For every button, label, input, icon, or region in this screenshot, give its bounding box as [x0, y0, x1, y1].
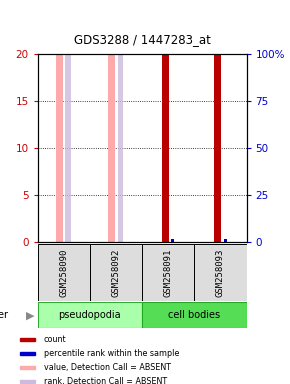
Bar: [38, 302, 142, 328]
Text: GSM258091: GSM258091: [164, 248, 173, 297]
Text: ▶: ▶: [26, 310, 35, 320]
Text: GSM258092: GSM258092: [111, 248, 121, 297]
Bar: [194, 244, 246, 301]
Bar: [108, 54, 115, 242]
Text: cell bodies: cell bodies: [168, 310, 220, 320]
Bar: [214, 54, 222, 242]
Bar: [56, 54, 63, 242]
Bar: [142, 302, 246, 328]
Bar: [20, 338, 35, 341]
Text: GSM258090: GSM258090: [59, 248, 68, 297]
Bar: [20, 366, 35, 369]
Bar: [20, 352, 35, 355]
Text: GDS3288 / 1447283_at: GDS3288 / 1447283_at: [74, 33, 211, 46]
Bar: [117, 54, 123, 242]
Bar: [38, 244, 90, 301]
Text: rank, Detection Call = ABSENT: rank, Detection Call = ABSENT: [44, 377, 167, 384]
Text: other: other: [0, 310, 9, 320]
Text: pseudopodia: pseudopodia: [59, 310, 121, 320]
Bar: [65, 54, 70, 242]
Bar: [171, 239, 175, 242]
Bar: [162, 54, 169, 242]
Bar: [20, 380, 35, 383]
Bar: [90, 244, 142, 301]
Bar: [224, 239, 227, 242]
Text: value, Detection Call = ABSENT: value, Detection Call = ABSENT: [44, 363, 171, 372]
Text: count: count: [44, 335, 66, 344]
Text: GSM258093: GSM258093: [216, 248, 225, 297]
Text: percentile rank within the sample: percentile rank within the sample: [44, 349, 179, 358]
Bar: [142, 244, 194, 301]
